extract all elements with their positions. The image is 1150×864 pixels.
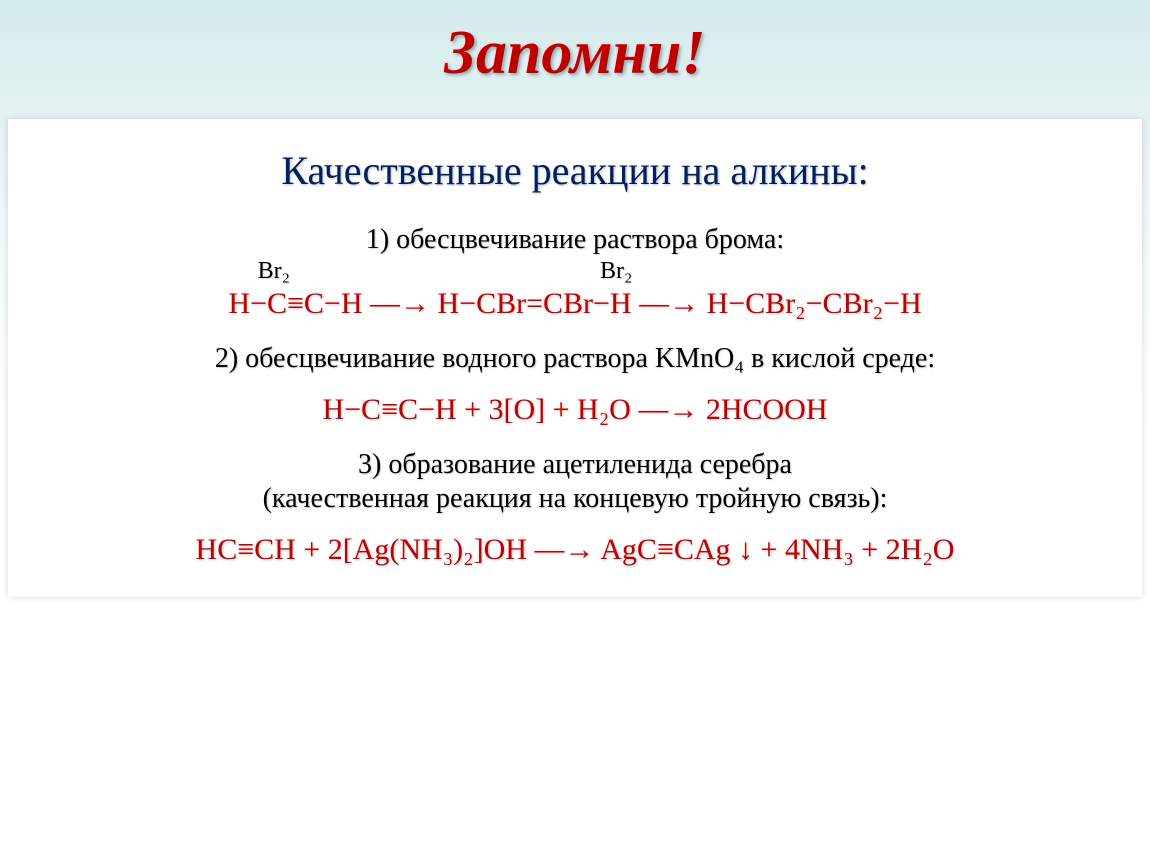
section-3-label: 3) образование ацетиленида серебра <box>28 449 1122 481</box>
slide-title: Запомни! <box>0 0 1150 119</box>
slide-subtitle: Качественные реакции на алкины: <box>28 147 1122 224</box>
section-1-equation: H−C≡C−H ⎯⎯→ H−CBr=CBr−H ⎯⎯→ H−CBr₂−CBr₂−… <box>28 287 1122 321</box>
section-3-subnote: (качественная реакция на концевую тройну… <box>28 483 1122 515</box>
section-2-label: 2) обесцвечивание водного раствора KMnO₄… <box>28 343 1122 375</box>
section-3-equation: HC≡CH + 2[Ag(NH₃)₂]OH ⎯⎯→ AgC≡CAg ↓ + 4N… <box>28 533 1122 567</box>
section-2-equation: H−C≡C−H + 3[O] + H₂O ⎯⎯→ 2HCOOH <box>28 393 1122 427</box>
reagent-br2-right: Br₂ <box>600 258 632 285</box>
content-card: Качественные реакции на алкины: 1) обесц… <box>8 119 1142 597</box>
section-1-label: 1) обесцвечивание раствора брома: <box>28 224 1122 256</box>
section-1-reagents: Br₂ Br₂ <box>28 258 1122 285</box>
reagent-br2-left: Br₂ <box>258 258 290 285</box>
